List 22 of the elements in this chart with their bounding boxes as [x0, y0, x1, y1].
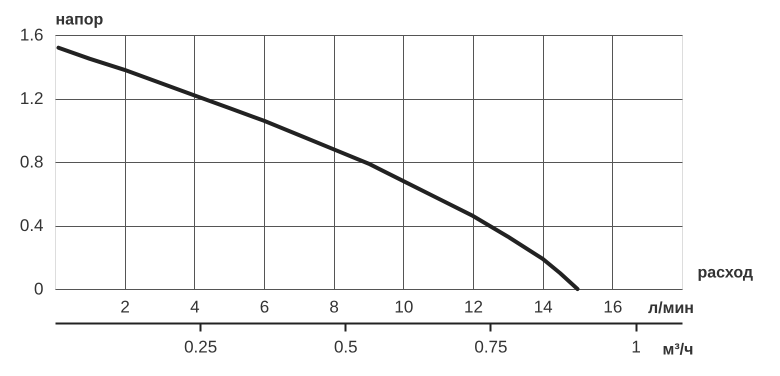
- x-tick-label: 16: [603, 298, 622, 316]
- line-series: [56, 46, 580, 291]
- x-tick-label: 10: [394, 298, 414, 316]
- y-tick-label: 0.8: [20, 152, 44, 172]
- y-tick-label: 0: [34, 280, 44, 298]
- x-axis-title: расход: [698, 264, 754, 282]
- x-tick-label: 8: [329, 298, 339, 316]
- y-axis-title: напор: [56, 12, 104, 28]
- y-tick-label: 1.6: [20, 26, 44, 44]
- x2-tick-label: 0.5: [334, 338, 358, 356]
- x2-tick-label: 0.75: [474, 338, 508, 356]
- text: л/мин: [648, 300, 694, 317]
- x2-tick-label: 0.25: [184, 338, 218, 356]
- x2-axis-title: м³/ч: [662, 342, 694, 358]
- x-tick-label: 6: [260, 298, 270, 316]
- y-tick-label: 0.4: [20, 216, 44, 235]
- y-tick-label: 1.2: [20, 89, 44, 108]
- x2-tick-label: 1: [631, 338, 641, 356]
- x-tick-label: 4: [190, 298, 200, 316]
- x-tick-label: 12: [464, 298, 483, 316]
- x-tick-label: 14: [534, 298, 553, 316]
- x-tick-label: 2: [120, 298, 130, 316]
